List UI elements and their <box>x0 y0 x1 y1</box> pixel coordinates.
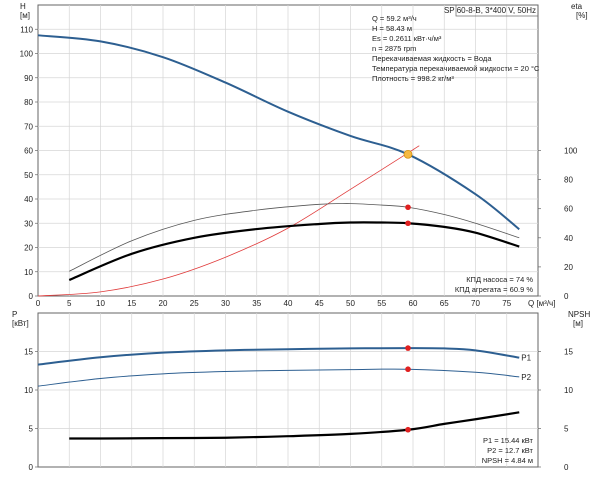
top-x-tick-label: 50 <box>346 299 355 308</box>
top-operating-point-1 <box>405 204 411 211</box>
top-y-left-tick-label: 10 <box>24 268 33 277</box>
efficiency-label: КПД агрегата = 60.9 % <box>455 285 533 294</box>
top-y-right-tick-label: 80 <box>564 176 573 185</box>
bottom-y-right-tick-label: 0 <box>564 463 569 472</box>
bottom-series-line-1 <box>37 368 520 387</box>
top-operating-point-2 <box>405 220 411 227</box>
power-info-line: NPSH = 4.84 м <box>482 456 533 465</box>
bottom-y-left-tick-label: 10 <box>24 386 33 395</box>
top-x-tick-label: 5 <box>67 299 72 308</box>
bottom-series-line-0 <box>37 347 520 366</box>
top-x-tick-label: 65 <box>440 299 449 308</box>
power-info-line: P1 = 15.44 кВт <box>483 436 534 445</box>
operating-info-line: H = 58.43 м <box>372 24 412 33</box>
top-x-tick-label: 45 <box>315 299 324 308</box>
bottom-y-left-tick-label: 15 <box>24 348 33 357</box>
operating-info-line: n = 2875 rpm <box>372 44 416 53</box>
bottom-operating-point-0 <box>405 345 411 351</box>
top-y-left-tick-label: 60 <box>24 147 33 156</box>
top-series-line-2 <box>69 203 520 272</box>
bottom-series-line-2 <box>69 411 520 440</box>
bottom-y-right-tick-label: 10 <box>564 386 573 395</box>
top-y-right-tick-label: 60 <box>564 205 573 214</box>
pump-model-box <box>455 4 539 17</box>
operating-info-line: Температура перекачиваемой жидкости = 20… <box>372 64 540 73</box>
top-y-left-tick-label: 0 <box>29 292 34 301</box>
bottom-series-label-p2: P2 <box>521 373 531 382</box>
top-y-right-tick-label: 0 <box>564 292 569 301</box>
top-y-right-axis-title: eta <box>571 2 583 11</box>
bottom-y-left-axis-unit: [кВт] <box>12 319 29 328</box>
bottom-series-label-p1: P1 <box>521 354 531 363</box>
power-info-line: P2 = 12.7 кВт <box>487 446 533 455</box>
top-x-tick-label: 40 <box>284 299 293 308</box>
top-y-left-tick-label: 80 <box>24 98 33 107</box>
bottom-y-left-axis-title: P <box>12 310 17 319</box>
operating-info-line: Q = 59.2 м³/ч <box>372 14 417 23</box>
top-x-tick-label: 25 <box>190 299 199 308</box>
bottom-y-left-tick-label: 0 <box>29 463 34 472</box>
top-y-left-tick-label: 50 <box>24 171 33 180</box>
operating-info-line: Es = 0.2611 кВт·ч/м³ <box>372 34 442 43</box>
operating-info-line: Плотность = 998.2 кг/м³ <box>372 74 454 83</box>
top-y-left-tick-label: 70 <box>24 122 33 131</box>
top-y-left-tick-label: 40 <box>24 195 33 204</box>
top-x-tick-label: 30 <box>221 299 230 308</box>
top-x-tick-label: 35 <box>252 299 261 308</box>
top-x-tick-label: 55 <box>377 299 386 308</box>
top-y-left-tick-label: 100 <box>20 50 34 59</box>
bottom-y-left-tick-label: 5 <box>29 425 34 434</box>
top-y-left-tick-label: 90 <box>24 74 33 83</box>
top-y-right-tick-label: 20 <box>564 263 573 272</box>
top-x-tick-label: 60 <box>409 299 418 308</box>
efficiency-label: КПД насоса = 74 % <box>466 275 533 284</box>
operating-info-line: Перекачиваемая жидкость = Вода <box>372 54 492 63</box>
top-x-tick-label: 0 <box>36 299 41 308</box>
top-operating-point-0 <box>403 149 413 159</box>
top-x-tick-label: 75 <box>502 299 511 308</box>
bottom-operating-point-1 <box>405 366 411 373</box>
top-y-left-axis-unit: [м] <box>20 11 30 20</box>
top-y-right-tick-label: 100 <box>564 147 578 156</box>
bottom-y-right-tick-label: 5 <box>564 425 569 434</box>
top-x-axis-title: Q [м³/ч] <box>528 299 555 308</box>
top-y-left-tick-label: 20 <box>24 244 33 253</box>
top-y-right-axis-unit: [%] <box>576 11 588 20</box>
bottom-operating-point-2 <box>405 426 411 433</box>
top-series-line-0 <box>37 34 520 231</box>
bottom-y-right-axis-unit: [м] <box>573 319 583 328</box>
top-y-left-tick-label: 30 <box>24 219 33 228</box>
pump-model-label: SP 60-8-B, 3*400 V, 50Hz <box>444 6 536 15</box>
top-x-tick-label: 15 <box>127 299 136 308</box>
top-x-tick-label: 10 <box>96 299 105 308</box>
top-y-right-tick-label: 40 <box>564 234 573 243</box>
top-series-line-3 <box>68 221 520 282</box>
bottom-y-right-tick-label: 15 <box>564 348 573 357</box>
top-y-left-tick-label: 110 <box>20 25 33 34</box>
top-series-line-1 <box>37 145 420 297</box>
top-y-left-axis-title: H <box>20 2 26 11</box>
bottom-y-right-axis-title: NPSH <box>568 310 590 319</box>
top-x-tick-label: 70 <box>471 299 480 308</box>
top-x-tick-label: 20 <box>159 299 168 308</box>
